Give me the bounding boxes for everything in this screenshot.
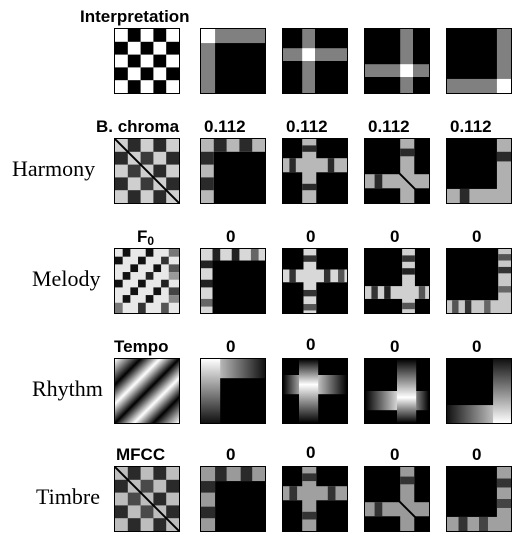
interpretation-checkerboard [114, 28, 180, 94]
timbre-matrix-full [114, 466, 180, 532]
melody-header: F0 [137, 228, 154, 247]
harmony-matrix-full [114, 138, 180, 204]
melody-value-4: 0 [472, 228, 481, 245]
interpretation-corner-pattern [200, 28, 266, 94]
rhythm-row-label: Rhythm [32, 378, 103, 400]
melody-matrix-4 [446, 248, 512, 314]
harmony-matrix-3 [364, 138, 430, 204]
timbre-value-3: 0 [390, 446, 399, 463]
rhythm-matrix-4 [446, 358, 512, 424]
harmony-matrix-1 [200, 138, 266, 204]
melody-matrix-1 [200, 248, 266, 314]
interpretation-cross-pattern-2 [364, 28, 430, 94]
rhythm-matrix-full [114, 358, 180, 424]
timbre-value-2: 0 [306, 444, 315, 461]
timbre-matrix-4 [446, 466, 512, 532]
harmony-matrix-4 [446, 138, 512, 204]
harmony-value-3: 0.112 [368, 118, 410, 135]
timbre-matrix-3 [364, 466, 430, 532]
melody-row-label: Melody [32, 268, 100, 290]
timbre-matrix-1 [200, 466, 266, 532]
rhythm-value-1: 0 [226, 338, 235, 355]
melody-header-main: F [137, 227, 147, 246]
harmony-matrix-2 [282, 138, 348, 204]
timbre-value-4: 0 [472, 446, 481, 463]
timbre-value-1: 0 [226, 446, 235, 463]
harmony-header: B. chroma [96, 118, 179, 135]
checkerboard-pattern [115, 29, 179, 93]
rhythm-value-2: 0 [306, 336, 315, 353]
melody-matrix-full [114, 248, 180, 314]
interpretation-title: Interpretation [80, 8, 190, 25]
rhythm-matrix-2 [282, 358, 348, 424]
interpretation-far-corner-pattern [446, 28, 512, 94]
harmony-row-label: Harmony [12, 158, 95, 180]
timbre-row-label: Timbre [36, 486, 100, 508]
timbre-header: MFCC [116, 446, 165, 463]
melody-header-subscript: 0 [147, 234, 154, 248]
melody-value-3: 0 [390, 228, 399, 245]
rhythm-header: Tempo [114, 338, 168, 355]
harmony-value-1: 0.112 [204, 118, 246, 135]
harmony-value-2: 0.112 [286, 118, 328, 135]
timbre-matrix-2 [282, 466, 348, 532]
melody-value-2: 0 [306, 228, 315, 245]
melody-matrix-2 [282, 248, 348, 314]
rhythm-matrix-3 [364, 358, 430, 424]
harmony-value-4: 0.112 [450, 118, 492, 135]
interpretation-cross-pattern-1 [282, 28, 348, 94]
rhythm-matrix-1 [200, 358, 266, 424]
melody-value-1: 0 [226, 228, 235, 245]
rhythm-value-3: 0 [390, 338, 399, 355]
rhythm-value-4: 0 [472, 338, 481, 355]
melody-matrix-3 [364, 248, 430, 314]
